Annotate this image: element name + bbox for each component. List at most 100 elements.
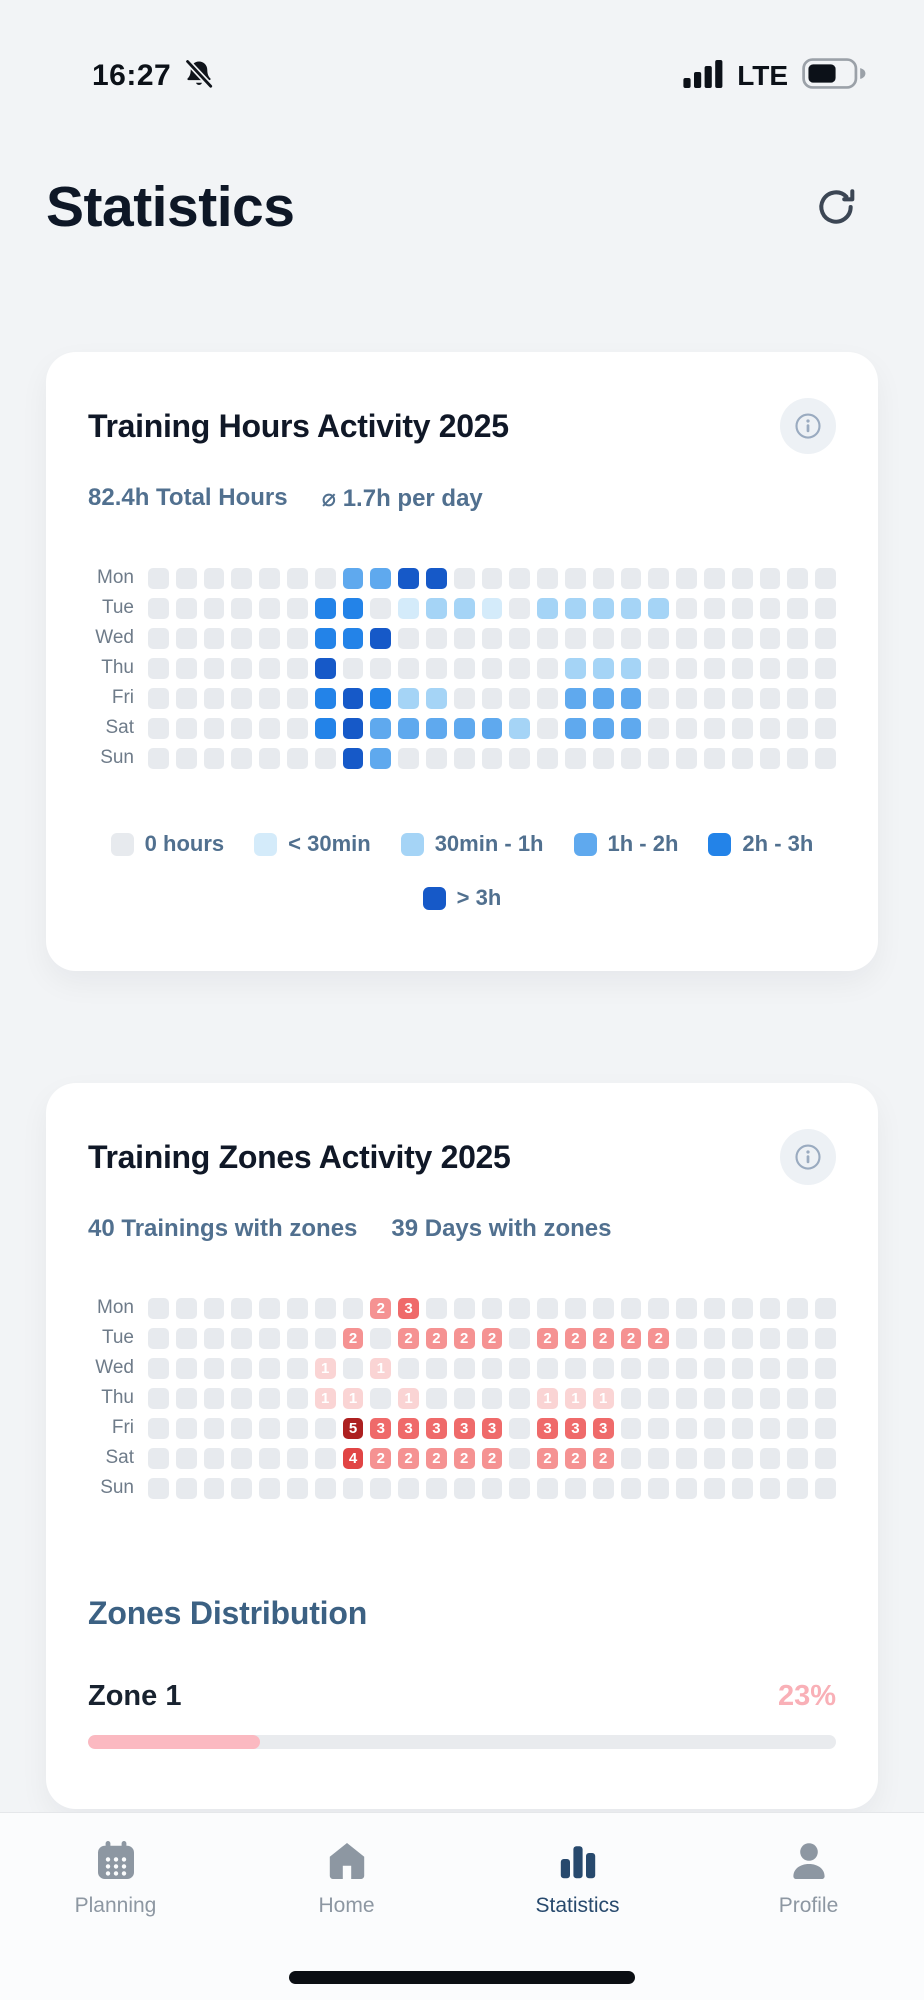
zones-heatmap-cell: 3 [537,1417,558,1439]
zones-heatmap-cell [286,1357,308,1379]
hours-heatmap-cell [370,627,392,649]
zones-heatmap-cell [231,1297,253,1319]
day-label: Tue [101,1327,134,1348]
hours-heatmap-cell [676,717,697,739]
hours-heatmap-cell [564,597,586,619]
zones-heatmap-cell [286,1297,308,1319]
zones-heatmap-cell: 2 [648,1327,670,1349]
zones-heatmap-cell [259,1477,280,1499]
info-icon [795,413,821,439]
zones-heatmap-cell [815,1477,836,1499]
zones-heatmap-cell [815,1447,836,1469]
network-type-label: LTE [737,60,788,91]
hours-heatmap-cell [787,687,809,709]
hours-heatmap-cell [453,567,475,589]
zones-heatmap-cell: 4 [342,1447,364,1469]
zones-heatmap-cell: 2 [564,1327,586,1349]
hours-heatmap-cell [731,717,753,739]
hours-card-header: Training Hours Activity 2025 [88,398,836,454]
hours-heatmap-cell [787,747,809,769]
day-label: Sat [105,1447,134,1468]
zones-distribution-heading: Zones Distribution [88,1595,368,1631]
legend-swatch [708,832,732,856]
tab-statistics[interactable]: Statistics [462,1837,693,2000]
zones-heatmap-cell [564,1357,586,1379]
zones-heatmap-cell [620,1297,642,1319]
hours-heatmap-cell [314,717,336,739]
zones-heatmap-cell [425,1357,447,1379]
zones-heatmap-cell [759,1387,781,1409]
hours-heatmap-cell [731,687,753,709]
hours-heatmap-cell [175,567,197,589]
hours-heatmap-cell [259,567,280,589]
legend-swatch [422,886,446,910]
zones-heatmap-cell [314,1447,336,1469]
zones-heatmap-cell [731,1357,753,1379]
zones-heatmap-cell [453,1477,475,1499]
legend-swatch [254,832,278,856]
hours-heatmap-cell [425,567,447,589]
zones-heatmap-cell [481,1297,503,1319]
hours-heatmap-cell [286,597,308,619]
hours-heatmap-cell [731,597,753,619]
zones-heatmap-cell [203,1447,225,1469]
zones-heatmap-cell [231,1447,253,1469]
zones-info-button[interactable] [780,1129,836,1185]
hours-heatmap-cell [148,567,169,589]
hours-heatmap-cell [398,747,419,769]
zones-heatmap-cell [425,1387,447,1409]
refresh-button[interactable] [812,183,860,231]
zones-heatmap-cell [676,1297,697,1319]
hours-heatmap-cell [231,597,253,619]
zones-heatmap-cell [703,1357,725,1379]
zones-heatmap-cell: 2 [537,1447,558,1469]
tab-profile[interactable]: Profile [693,1837,924,2000]
zones-heatmap-cell: 2 [481,1447,503,1469]
hours-heatmap-cell [203,627,225,649]
hours-heatmap-cell [314,747,336,769]
signal-strength-icon [683,59,723,93]
zone-1-percent: 23% [777,1680,836,1712]
hours-heatmap-row-sat: Sat [88,717,836,739]
zones-heatmap-cell [648,1447,670,1469]
hours-heatmap-cell [620,687,642,709]
zones-heatmap-cell [703,1477,725,1499]
tab-home[interactable]: Home [231,1837,462,2000]
zones-heatmap-cell [648,1417,670,1439]
hours-heatmap-cell [175,747,197,769]
home-indicator[interactable] [289,1971,635,1984]
zones-heatmap-cell [620,1357,642,1379]
zones-heatmap-cell [731,1327,753,1349]
day-label: Sun [100,1477,134,1498]
tab-planning[interactable]: Planning [0,1837,231,2000]
hours-heatmap-cell [425,627,447,649]
zones-heatmap-cell: 1 [564,1387,586,1409]
zones-heatmap-cell [703,1327,725,1349]
zones-heatmap-cell [286,1387,308,1409]
zones-heatmap-cell [314,1417,336,1439]
hours-heatmap-cell [648,747,670,769]
hours-heatmap: Mon Tue Wed Thu Fri Sat Sun [88,567,836,769]
hours-heatmap-cell [648,687,670,709]
hours-heatmap-cell [537,687,558,709]
hours-info-button[interactable] [780,398,836,454]
hours-heatmap-cell [481,627,503,649]
hours-heatmap-cell [509,717,531,739]
hours-heatmap-cell [537,627,558,649]
hours-heatmap-cell [203,597,225,619]
zones-heatmap-cell [676,1327,697,1349]
zones-heatmap-cell [787,1297,809,1319]
zones-heatmap-cell [537,1357,558,1379]
hours-heatmap-cell [703,717,725,739]
zone-1-row: Zone 1 23% [88,1680,836,1713]
hours-heatmap-cell [537,597,558,619]
zones-heatmap-cell [509,1387,531,1409]
hours-heatmap-cell [398,717,419,739]
hours-heatmap-cell [703,567,725,589]
day-label: Thu [101,657,134,678]
hours-heatmap-cell [620,717,642,739]
zones-heatmap-cell [759,1447,781,1469]
hours-heatmap-cell [286,627,308,649]
battery-icon [802,58,868,94]
zones-heatmap-cell [175,1327,197,1349]
